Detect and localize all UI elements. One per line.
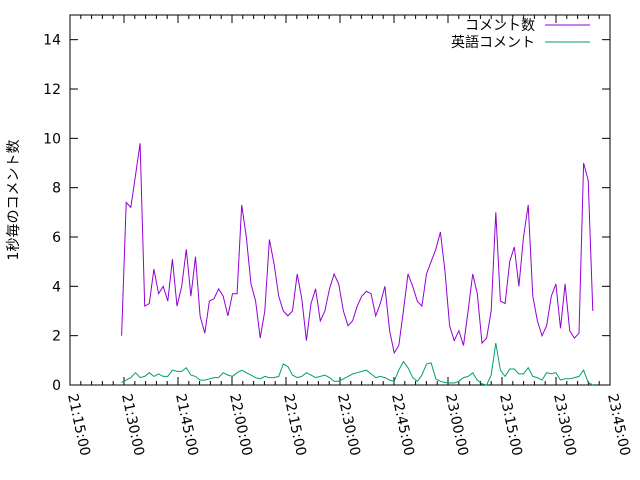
x-tick-label: 23:00:00 bbox=[442, 393, 471, 458]
y-tick-label: 10 bbox=[43, 131, 61, 147]
axes: 0 2 4 6 8 10 12 14 21:15:00 21:30:00 21:45:00 22:00… bbox=[43, 14, 633, 458]
legend-label: 英語コメント bbox=[451, 34, 535, 51]
y-axis-label: 1秒毎のコメント数 bbox=[6, 140, 22, 261]
plot-border bbox=[69, 14, 611, 386]
y-tick-label: 0 bbox=[52, 378, 61, 394]
x-tick-label: 22:00:00 bbox=[226, 393, 255, 458]
y-tick-label: 8 bbox=[52, 181, 61, 197]
x-tick-label: 22:15:00 bbox=[280, 393, 309, 458]
x-tick-label: 21:45:00 bbox=[172, 393, 201, 458]
y-tick-label: 4 bbox=[52, 279, 61, 295]
x-tick-label: 23:45:00 bbox=[604, 393, 633, 458]
x-tick-label: 23:30:00 bbox=[550, 393, 579, 458]
y-tick-label: 12 bbox=[43, 82, 61, 98]
series-layer bbox=[121, 143, 594, 386]
y-tick-label: 14 bbox=[43, 33, 61, 49]
x-tick-label: 22:45:00 bbox=[388, 393, 417, 458]
legend-label: コメント数 bbox=[465, 18, 535, 34]
x-tick-label: 21:30:00 bbox=[118, 393, 147, 458]
y-tick-label: 6 bbox=[52, 230, 61, 246]
x-tick-label: 22:30:00 bbox=[334, 393, 363, 458]
x-tick-label: 23:15:00 bbox=[496, 393, 525, 458]
series-line-2 bbox=[121, 343, 594, 386]
series-line-1 bbox=[121, 143, 594, 355]
x-tick-label: 21:15:00 bbox=[64, 393, 93, 458]
y-tick-label: 2 bbox=[52, 329, 61, 345]
